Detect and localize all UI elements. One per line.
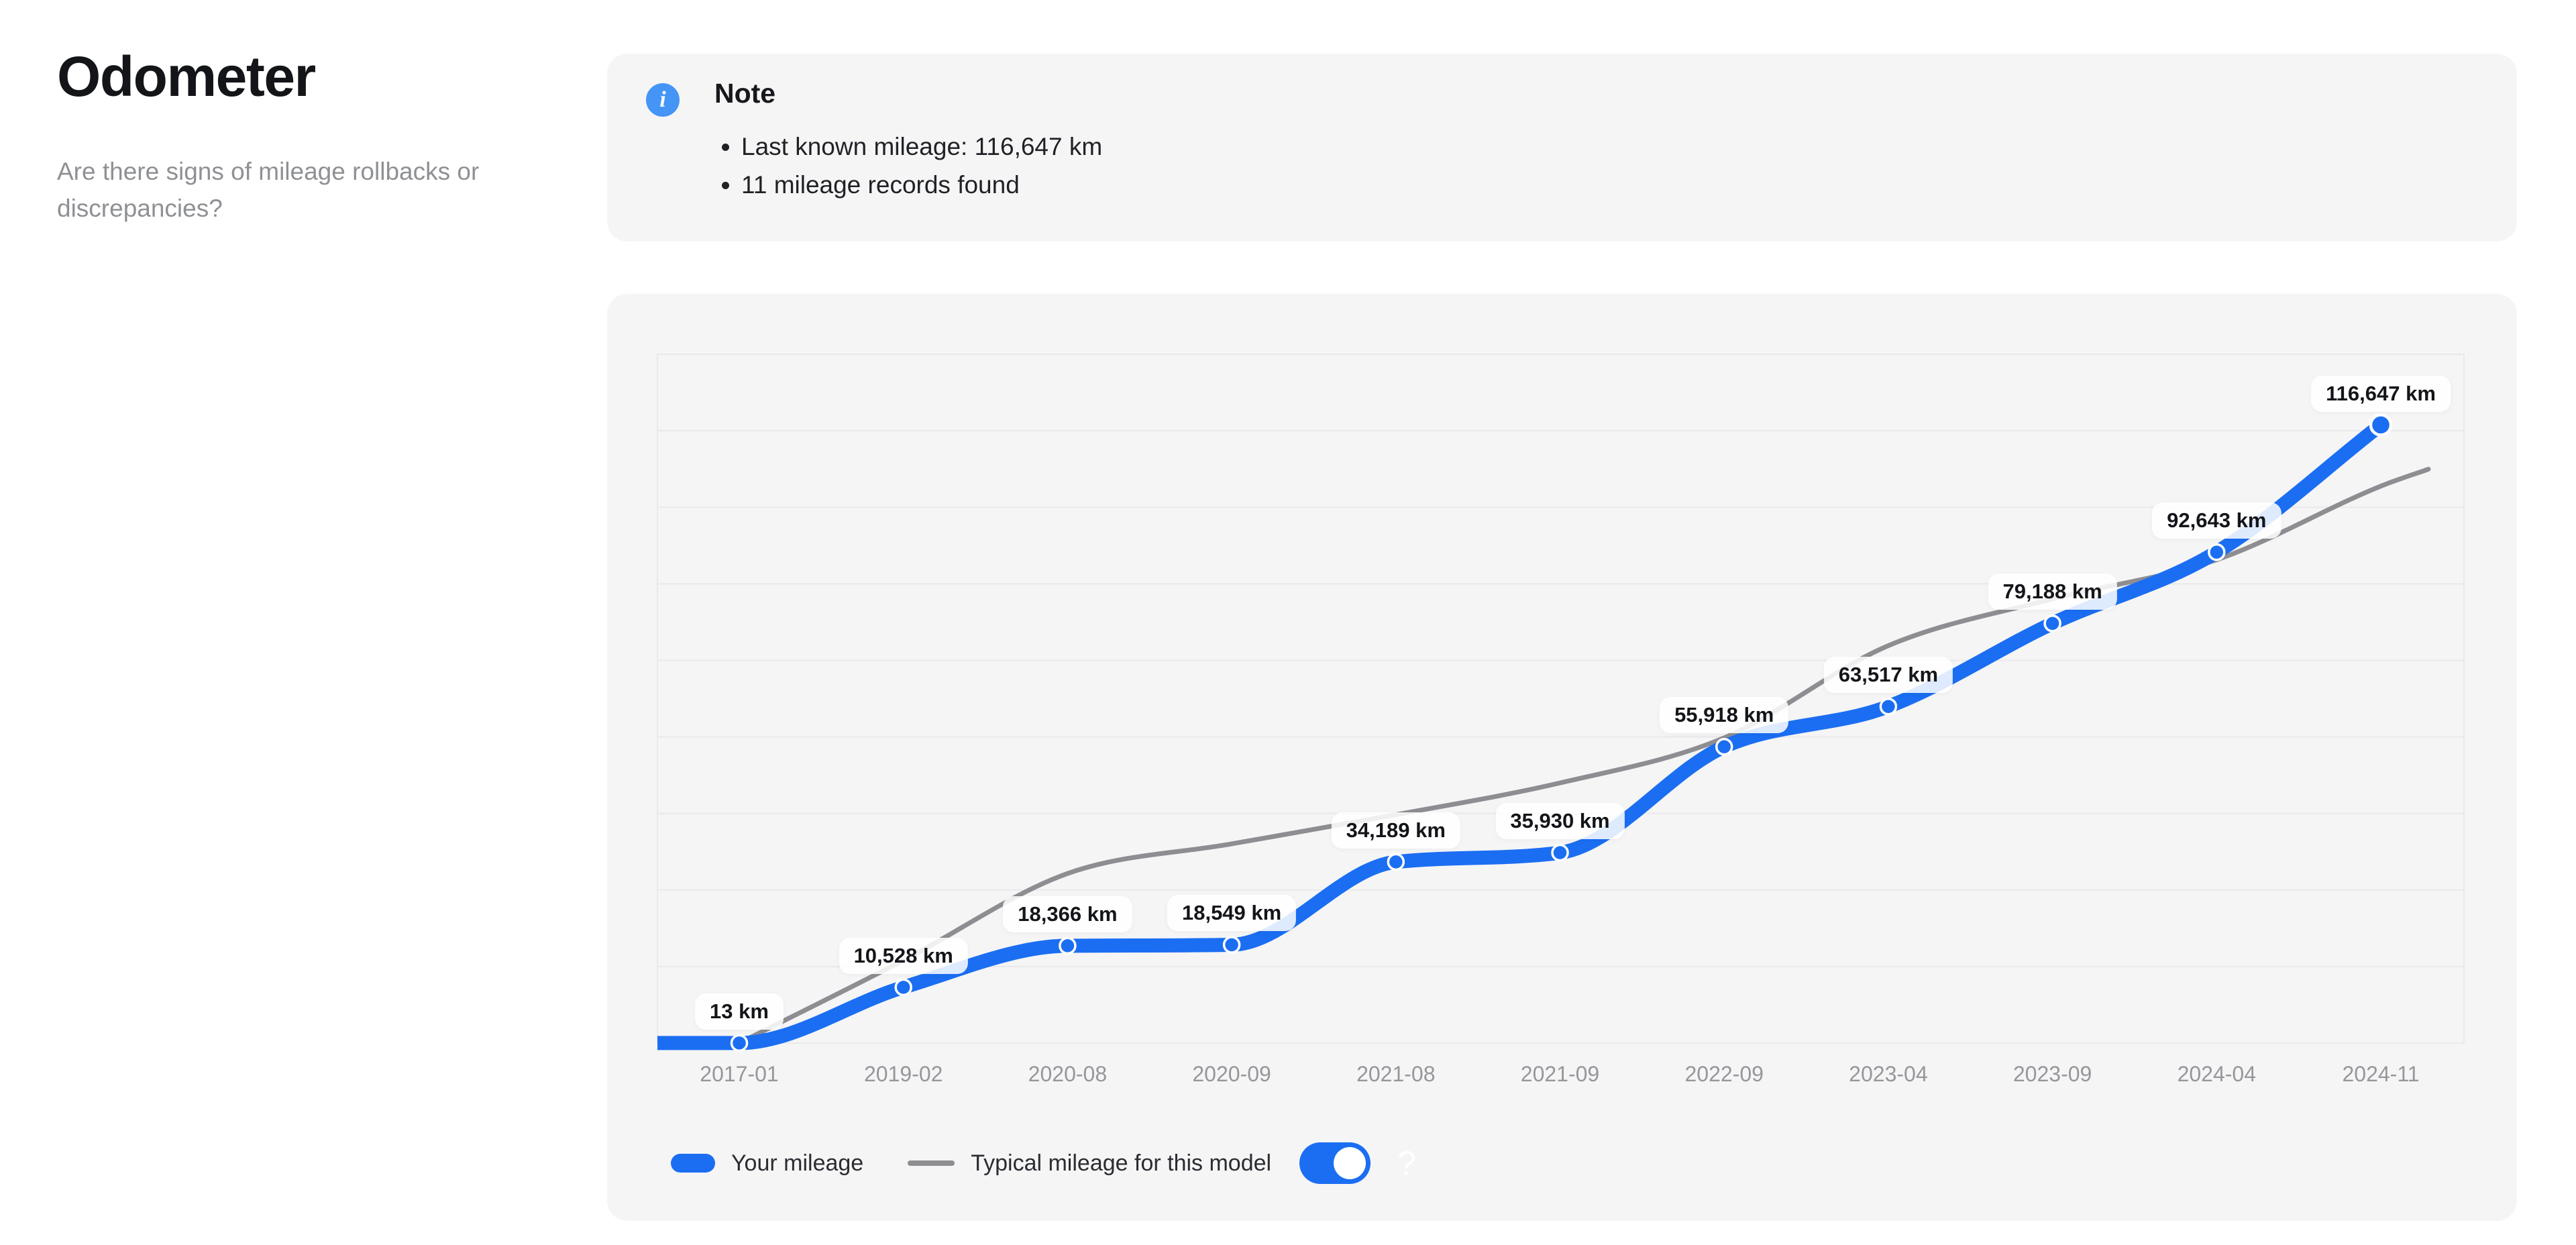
x-axis-tick: 2019-02 <box>863 1062 943 1086</box>
data-point <box>1879 697 1898 716</box>
legend-typical-swatch <box>908 1160 955 1166</box>
data-point <box>2208 543 2226 561</box>
data-point <box>1059 936 1077 955</box>
x-axis-tick: 2021-09 <box>1520 1062 1600 1086</box>
x-axis-tick: 2022-09 <box>1684 1062 1764 1086</box>
x-axis-tick: 2023-09 <box>2012 1062 2092 1086</box>
mileage-chart-card: 13 km 10,528 km 18,366 km 18,549 km 34,189 k… <box>607 294 2517 1221</box>
x-axis-tick: 2024-11 <box>2342 1062 2420 1086</box>
page-subtitle: Are there signs of mileage rollbacks or … <box>57 158 480 222</box>
data-point <box>1222 936 1241 954</box>
point-value-label: 79,188 km <box>1988 574 2117 610</box>
point-value-label: 34,189 km <box>1331 812 1460 849</box>
legend-your-mileage-label: Your mileage <box>731 1150 864 1176</box>
data-point <box>2043 614 2061 633</box>
data-point <box>1715 737 1733 756</box>
point-value-label: 18,549 km <box>1167 895 1297 932</box>
point-value-label: 63,517 km <box>1823 657 1953 694</box>
x-axis-tick: 2024-04 <box>2177 1062 2257 1086</box>
info-icon: i <box>646 83 680 117</box>
toggle-knob <box>1334 1147 1366 1179</box>
legend-your-mileage-swatch <box>671 1154 715 1173</box>
x-axis-tick: 2023-04 <box>1849 1062 1928 1086</box>
chart-legend: Your mileage Typical mileage for this mo… <box>671 1138 1416 1189</box>
data-point <box>2369 413 2393 437</box>
page-title: Odometer <box>57 45 316 108</box>
gridlines <box>657 354 2465 1044</box>
point-value-label: 13 km <box>695 993 784 1030</box>
data-point <box>1551 843 1569 862</box>
x-axis-tick: 2020-09 <box>1192 1062 1271 1086</box>
data-point <box>894 978 912 997</box>
point-value-label: 10,528 km <box>839 937 968 974</box>
note-item: Last known mileage: 116,647 km <box>741 127 1102 166</box>
legend-typical-label: Typical mileage for this model <box>971 1150 1272 1176</box>
help-question-mark: ? <box>1397 1144 1416 1182</box>
data-point <box>1387 853 1405 871</box>
mileage-chart-plot: 13 km 10,528 km 18,366 km 18,549 km 34,189 k… <box>657 354 2465 1086</box>
data-points <box>730 413 2393 1052</box>
point-value-label: 92,643 km <box>2152 502 2282 539</box>
typical-line-toggle[interactable] <box>1299 1142 1371 1184</box>
point-value-label: 18,366 km <box>1003 896 1132 932</box>
note-item: 11 mileage records found <box>741 166 1102 204</box>
point-value-label: 55,918 km <box>1660 697 1789 734</box>
x-axis-tick: 2021-08 <box>1356 1062 1436 1086</box>
data-point <box>730 1034 749 1052</box>
note-title: Note <box>714 78 776 109</box>
x-axis-tick: 2017-01 <box>700 1062 779 1086</box>
point-value-label: 35,930 km <box>1495 803 1625 840</box>
note-card: i Note Last known mileage: 116,647 km11 … <box>607 54 2517 241</box>
point-value-label: 116,647 km <box>2311 375 2451 412</box>
x-axis-tick: 2020-08 <box>1028 1062 1108 1086</box>
